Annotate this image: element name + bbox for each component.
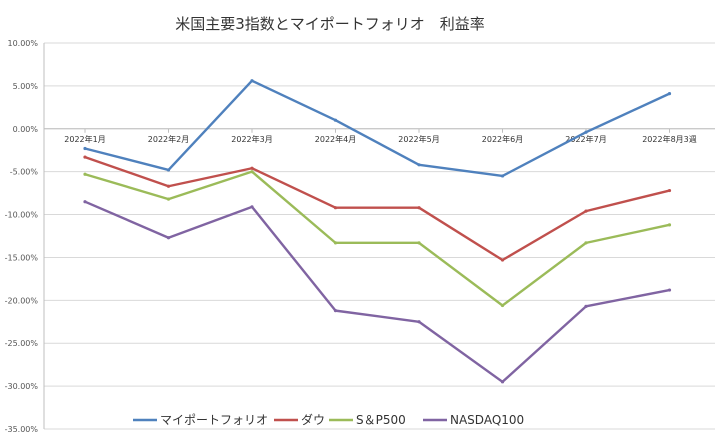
legend-label: ダウ — [301, 412, 325, 427]
chart-title: 米国主要3指数とマイポートフォリオ 利益率 — [175, 15, 485, 33]
data-point — [667, 223, 672, 227]
data-point — [584, 209, 588, 213]
series-lines — [83, 79, 672, 384]
legend-label: S＆P500 — [356, 413, 406, 427]
data-point — [83, 146, 87, 151]
y-tick-label: -10.00% — [5, 211, 39, 220]
series-line-2 — [83, 170, 671, 307]
y-tick-label: 0.00% — [13, 125, 39, 134]
x-tick-label: 2022年7月 — [565, 134, 606, 144]
y-tick-label: -35.00% — [5, 425, 39, 434]
x-tick-label: 2022年8月3週 — [642, 134, 697, 144]
data-point — [500, 258, 505, 262]
y-tick-label: -30.00% — [5, 382, 39, 391]
data-point — [417, 206, 421, 210]
data-point — [584, 241, 588, 245]
legend-label: NASDAQ100 — [450, 413, 524, 427]
data-point — [333, 206, 338, 210]
data-point — [83, 172, 87, 176]
data-point — [250, 170, 254, 174]
data-point — [500, 303, 505, 308]
data-point — [417, 241, 421, 245]
x-tick-label: 2022年4月 — [315, 134, 356, 144]
data-point — [584, 130, 588, 134]
data-point — [500, 174, 505, 178]
legend-label: マイポートフォリオ — [160, 413, 268, 427]
series-line-3 — [83, 200, 671, 384]
data-point — [500, 380, 505, 384]
y-tick-label: -20.00% — [5, 296, 39, 305]
data-point — [667, 92, 672, 96]
y-axis: 10.00% 5.00% 0.00% -5.00% -10.00% -15.00% -20.… — [5, 39, 45, 434]
data-point — [333, 118, 338, 122]
x-tick-label: 2022年6月 — [482, 134, 523, 144]
data-point — [166, 184, 171, 188]
y-tick-label: -5.00% — [10, 168, 39, 177]
y-tick-label: -15.00% — [5, 253, 39, 262]
data-point — [333, 241, 338, 245]
data-point — [667, 288, 672, 292]
x-tick-label: 2022年3月 — [231, 134, 272, 144]
x-tick-label: 2022年2月 — [148, 134, 189, 144]
data-point — [667, 188, 672, 193]
y-tick-label: 10.00% — [7, 39, 38, 48]
data-point — [83, 155, 87, 159]
x-axis: 2022年1月 2022年2月 2022年3月 2022年4月 2022年5月 2022年… — [44, 128, 715, 144]
x-tick-label: 2022年1月 — [64, 134, 105, 144]
data-point — [166, 236, 171, 240]
data-point — [250, 205, 254, 209]
data-point — [166, 197, 171, 201]
y-tick-label: -25.00% — [5, 339, 39, 348]
data-point — [333, 309, 338, 313]
series-line-1 — [83, 155, 671, 262]
data-point — [584, 304, 588, 308]
data-point — [166, 168, 171, 172]
data-point — [417, 163, 421, 167]
data-point — [250, 79, 254, 83]
x-tick-label: 2022年5月 — [398, 134, 439, 144]
series-line-0 — [83, 79, 671, 178]
data-point — [417, 320, 421, 324]
data-point — [83, 200, 87, 204]
y-tick-label: 5.00% — [13, 82, 39, 91]
legend: マイポートフォリオ ダウ S＆P500 NASDAQ100 — [133, 412, 524, 427]
data-point — [250, 166, 254, 170]
